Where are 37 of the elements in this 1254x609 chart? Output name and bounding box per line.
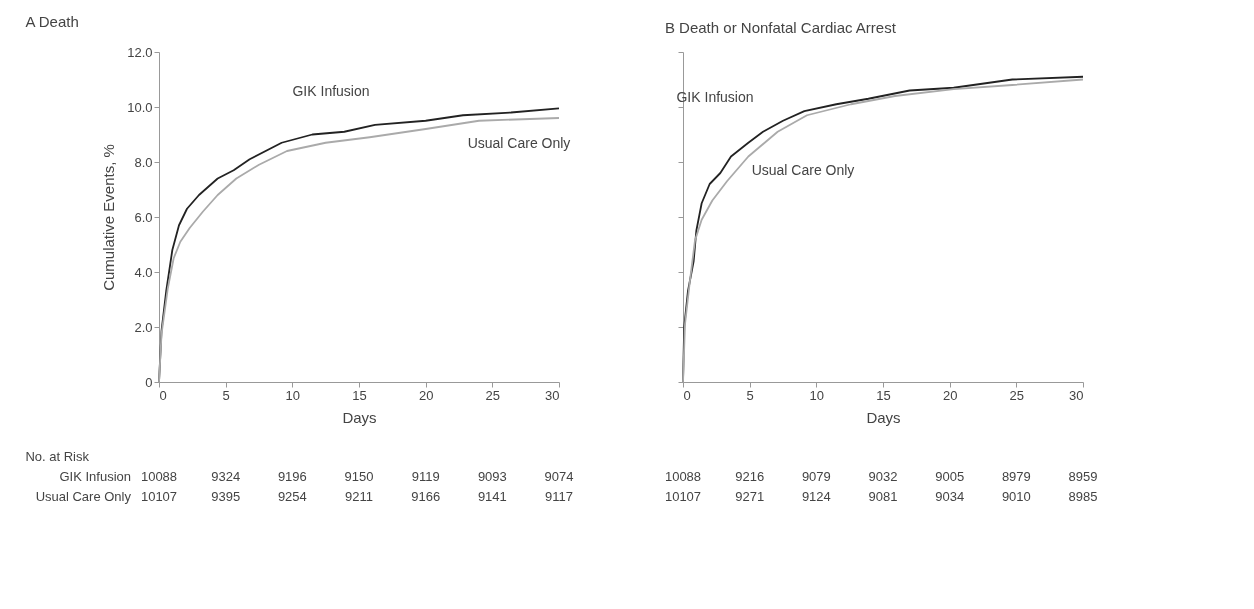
y-tick-label: 4.0 xyxy=(134,264,153,280)
x-tick-label: 20 xyxy=(942,387,958,403)
x-tick-label: 10 xyxy=(809,387,825,403)
x-tick-label: 15 xyxy=(352,387,367,403)
x-tick-label: 30 xyxy=(1069,387,1084,403)
x-tick-label: 0 xyxy=(683,387,691,403)
x-tick-label: 5 xyxy=(222,387,230,403)
y-tick-label: 12.0 xyxy=(127,44,153,60)
text: 10088 9216 9079 9032 9005 8979 8959 xyxy=(664,469,1098,484)
x-axis-title: Days xyxy=(342,408,377,426)
text: GIK Infusion xyxy=(59,469,131,484)
x-tick-label: 15 xyxy=(876,387,891,403)
y-tick-label: 2.0 xyxy=(134,319,153,335)
series-label: GIK Infusion xyxy=(676,89,754,106)
text: 10107 9271 9124 9081 9034 9010 8985 xyxy=(664,489,1098,504)
y-tick-label: 6.0 xyxy=(134,209,153,225)
x-tick-label: 0 xyxy=(159,387,167,403)
chart-title: B Death or Nonfatal Cardiac Arrest xyxy=(664,18,897,36)
x-axis-title: Days xyxy=(866,408,901,426)
y-axis-title: Cumulative Events, % xyxy=(100,144,118,291)
text: 10107 9395 9254 9211 9166 9141 9117 xyxy=(140,489,573,504)
y-tick-label: 0 xyxy=(145,374,153,390)
series-label: Usual Care Only xyxy=(751,161,855,178)
series-label: Usual Care Only xyxy=(467,135,571,152)
y-tick-label: 8.0 xyxy=(134,154,153,170)
x-tick-label: 30 xyxy=(545,387,560,403)
x-tick-label: 25 xyxy=(485,387,501,403)
text: No. at Risk xyxy=(25,449,90,464)
chart-title: A Death xyxy=(25,13,79,30)
text: Usual Care Only xyxy=(35,489,132,504)
x-tick-label: 5 xyxy=(746,387,754,403)
series-label: GIK Infusion xyxy=(292,82,370,99)
y-tick-label: 10.0 xyxy=(127,99,153,115)
text: 10088 9324 9196 9150 9119 9093 9074 xyxy=(140,469,574,484)
x-tick-label: 20 xyxy=(418,387,434,403)
x-tick-label: 25 xyxy=(1009,387,1025,403)
x-tick-label: 10 xyxy=(285,387,301,403)
